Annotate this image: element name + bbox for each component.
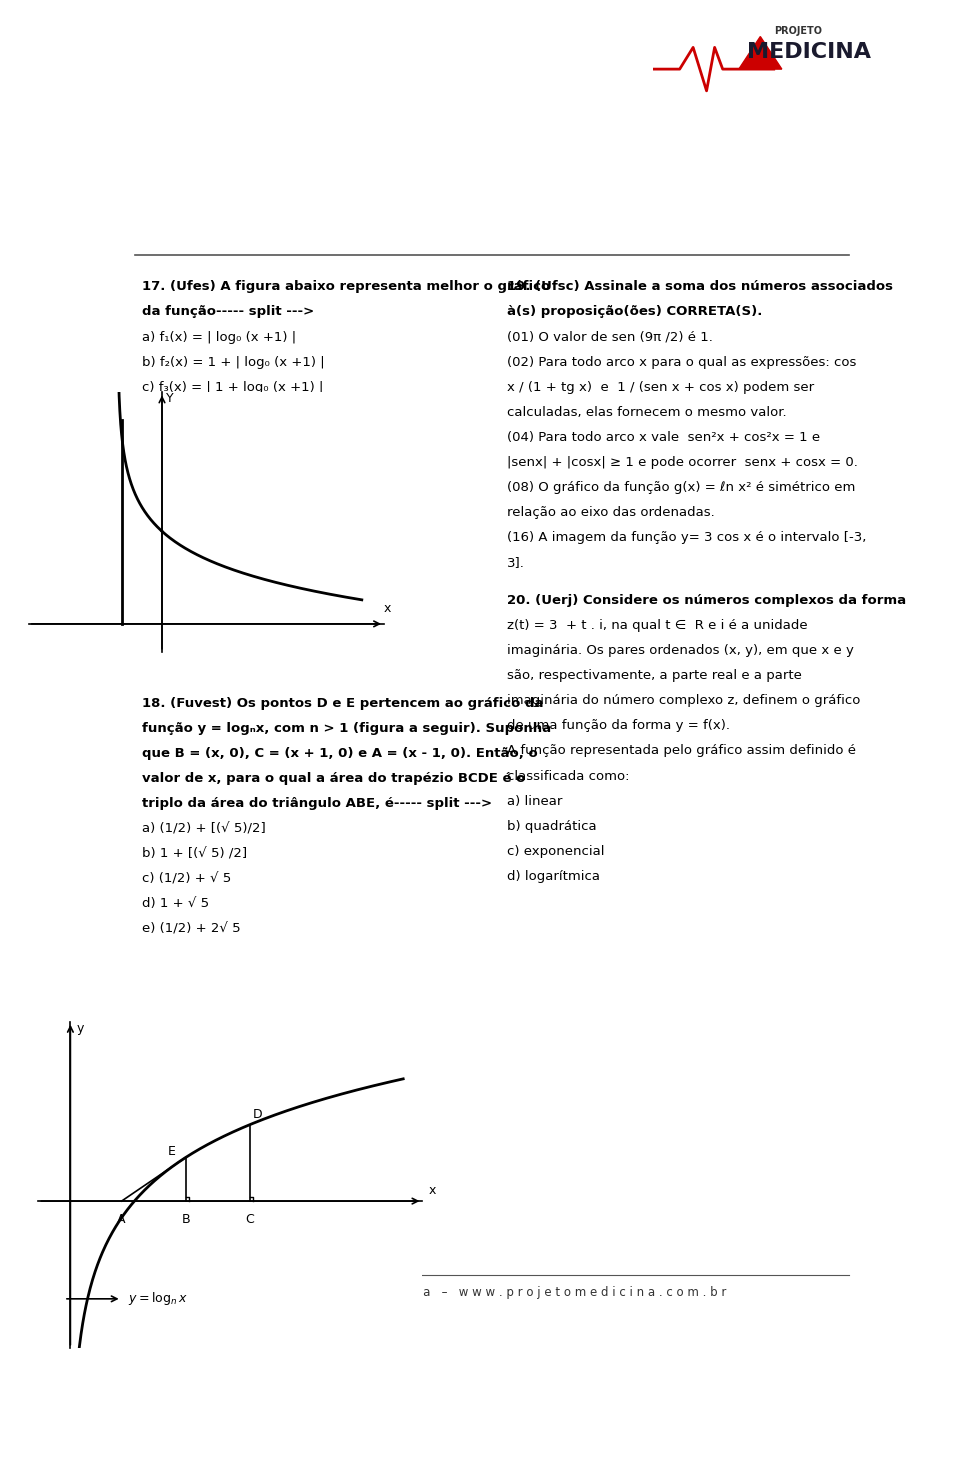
Text: valor de x, para o qual a área do trapézio BCDE é o: valor de x, para o qual a área do trapéz… bbox=[142, 772, 526, 785]
Text: Y: Y bbox=[166, 392, 174, 406]
Text: b) f₂(x) = 1 + | log₀ (x +1) |: b) f₂(x) = 1 + | log₀ (x +1) | bbox=[142, 355, 324, 369]
Text: calculadas, elas fornecem o mesmo valor.: calculadas, elas fornecem o mesmo valor. bbox=[507, 406, 786, 419]
Text: C: C bbox=[245, 1213, 254, 1226]
Text: b) quadrática: b) quadrática bbox=[507, 820, 596, 832]
Text: E: E bbox=[168, 1145, 176, 1158]
Text: d) 1 + √ 5: d) 1 + √ 5 bbox=[142, 897, 209, 911]
Text: D: D bbox=[252, 1108, 262, 1121]
Text: c) (1/2) + √ 5: c) (1/2) + √ 5 bbox=[142, 872, 231, 886]
Text: a) f₁(x) = | log₀ (x +1) |: a) f₁(x) = | log₀ (x +1) | bbox=[142, 330, 297, 344]
Text: A: A bbox=[117, 1213, 126, 1226]
Text: 17. (Ufes) A figura abaixo representa melhor o gráfico: 17. (Ufes) A figura abaixo representa me… bbox=[142, 280, 551, 293]
Text: a) (1/2) + [(√ 5)/2]: a) (1/2) + [(√ 5)/2] bbox=[142, 822, 266, 835]
Polygon shape bbox=[739, 37, 781, 70]
Text: imaginária do número complexo z, definem o gráfico: imaginária do número complexo z, definem… bbox=[507, 695, 860, 708]
Text: (16) A imagem da função y= 3 cos x é o intervalo [-3,: (16) A imagem da função y= 3 cos x é o i… bbox=[507, 532, 866, 544]
Text: MEDICINA: MEDICINA bbox=[747, 41, 871, 62]
Text: 19. (Ufsc) Assinale a soma dos números associados: 19. (Ufsc) Assinale a soma dos números a… bbox=[507, 280, 893, 293]
Text: y: y bbox=[77, 1022, 84, 1035]
Text: a) linear: a) linear bbox=[507, 795, 563, 807]
Text: 18. (Fuvest) Os pontos D e E pertencem ao gráfico da: 18. (Fuvest) Os pontos D e E pertencem a… bbox=[142, 696, 543, 709]
Text: (02) Para todo arco x para o qual as expressões: cos: (02) Para todo arco x para o qual as exp… bbox=[507, 355, 856, 369]
Text: b) 1 + [(√ 5) /2]: b) 1 + [(√ 5) /2] bbox=[142, 847, 248, 860]
Text: (01) O valor de sen (9π /2) é 1.: (01) O valor de sen (9π /2) é 1. bbox=[507, 330, 712, 344]
Text: e) f₅(x) = 1+ √ (x + 0,9): e) f₅(x) = 1+ √ (x + 0,9) bbox=[142, 431, 302, 444]
Text: z(t) = 3  + t . i, na qual t ∈  R e i é a unidade: z(t) = 3 + t . i, na qual t ∈ R e i é a … bbox=[507, 619, 807, 632]
Text: PROJETO: PROJETO bbox=[774, 25, 822, 36]
Text: classificada como:: classificada como: bbox=[507, 770, 630, 782]
Text: x / (1 + tg x)  e  1 / (sen x + cos x) podem ser: x / (1 + tg x) e 1 / (sen x + cos x) pod… bbox=[507, 381, 814, 394]
Text: (04) Para todo arco x vale  sen²x + cos²x = 1 e: (04) Para todo arco x vale sen²x + cos²x… bbox=[507, 431, 820, 444]
Text: são, respectivamente, a parte real e a parte: são, respectivamente, a parte real e a p… bbox=[507, 669, 802, 683]
Text: relação ao eixo das ordenadas.: relação ao eixo das ordenadas. bbox=[507, 507, 714, 520]
Text: x: x bbox=[429, 1183, 436, 1197]
Text: de uma função da forma y = f(x).: de uma função da forma y = f(x). bbox=[507, 720, 730, 733]
Text: d) f₄(x) = √ (x + 0,9): d) f₄(x) = √ (x + 0,9) bbox=[142, 406, 279, 419]
Text: c) f₃(x) = | 1 + log₀ (x +1) |: c) f₃(x) = | 1 + log₀ (x +1) | bbox=[142, 381, 324, 394]
Text: imaginária. Os pares ordenados (x, y), em que x e y: imaginária. Os pares ordenados (x, y), e… bbox=[507, 644, 853, 658]
Text: |senx| + |cosx| ≥ 1 e pode ocorrer  senx + cosx = 0.: |senx| + |cosx| ≥ 1 e pode ocorrer senx … bbox=[507, 456, 857, 469]
Text: à(s) proposição(ões) CORRETA(S).: à(s) proposição(ões) CORRETA(S). bbox=[507, 305, 762, 318]
Text: que B = (x, 0), C = (x + 1, 0) e A = (x - 1, 0). Então, o: que B = (x, 0), C = (x + 1, 0) e A = (x … bbox=[142, 746, 538, 760]
Text: 3].: 3]. bbox=[507, 557, 525, 569]
Text: $y = \log_n x$: $y = \log_n x$ bbox=[128, 1290, 187, 1308]
Text: 4 | P r o j e t o   M e d i c i n a   –   w w w . p r o j e t o m e d i c i n a : 4 | P r o j e t o M e d i c i n a – w w … bbox=[257, 1286, 727, 1299]
Text: triplo da área do triângulo ABE, é----- split --->: triplo da área do triângulo ABE, é----- … bbox=[142, 797, 492, 810]
Text: c) exponencial: c) exponencial bbox=[507, 844, 605, 857]
Text: e) (1/2) + 2√ 5: e) (1/2) + 2√ 5 bbox=[142, 923, 241, 936]
Text: d) logarítmica: d) logarítmica bbox=[507, 869, 600, 883]
Text: A função representada pelo gráfico assim definido é: A função representada pelo gráfico assim… bbox=[507, 745, 856, 757]
Text: 20. (Uerj) Considere os números complexos da forma: 20. (Uerj) Considere os números complexo… bbox=[507, 594, 906, 607]
Text: (08) O gráfico da função g(x) = ℓn x² é simétrico em: (08) O gráfico da função g(x) = ℓn x² é … bbox=[507, 481, 855, 495]
Text: da função----- split --->: da função----- split ---> bbox=[142, 305, 315, 318]
Text: função y = logₙx, com n > 1 (figura a seguir). Suponha: função y = logₙx, com n > 1 (figura a se… bbox=[142, 721, 551, 735]
Text: x: x bbox=[384, 601, 392, 615]
Text: B: B bbox=[181, 1213, 190, 1226]
